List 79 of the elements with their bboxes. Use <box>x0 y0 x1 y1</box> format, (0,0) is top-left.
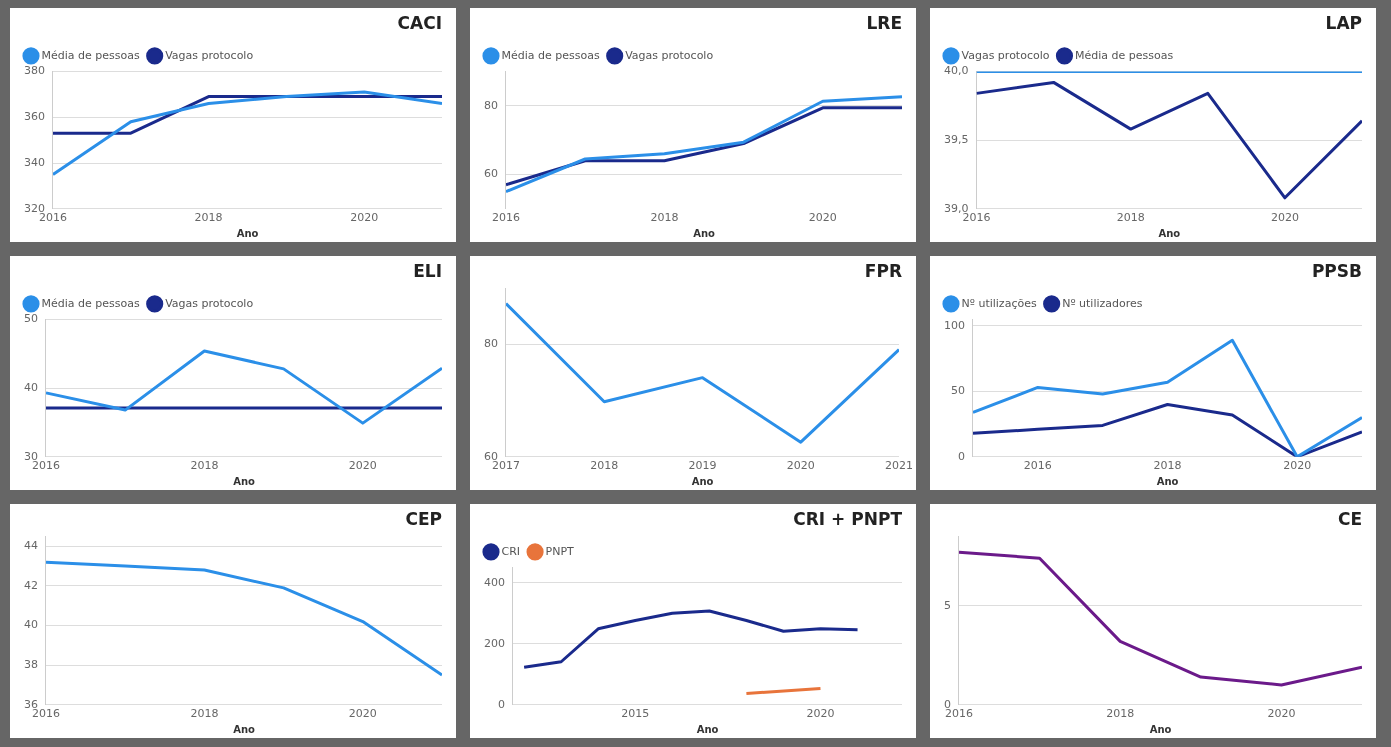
y-tick-label: 80 <box>484 337 498 351</box>
x-tick-label: 2020 <box>1270 211 1299 225</box>
y-tick-label: 40,0 <box>943 64 969 78</box>
x-axis-title: Ano <box>691 475 714 487</box>
x-axis-title: Ano <box>1149 723 1172 735</box>
x-tick-label: 2020 <box>806 707 835 721</box>
x-axis-title: Ano <box>693 227 715 239</box>
x-tick-label: 2016 <box>492 211 520 225</box>
legend-label: Nº utilizadores <box>1062 296 1143 310</box>
chart-title: CRI + PNPT <box>793 508 903 529</box>
y-tick-label: 0 <box>958 449 965 463</box>
x-tick-label: 2016 <box>945 707 973 721</box>
chart-title: FPR <box>864 260 902 281</box>
y-tick-label: 44 <box>24 539 38 553</box>
y-tick-label: 39,5 <box>943 132 969 146</box>
legend-label: Média de pessoas <box>1074 48 1174 62</box>
x-tick-label: 2020 <box>786 459 815 473</box>
y-tick-label: 200 <box>484 636 505 650</box>
x-tick-label: 2016 <box>1023 459 1052 473</box>
x-tick-label: 2020 <box>350 211 379 225</box>
x-tick-label: 2018 <box>190 707 219 721</box>
chart-title: PPSB <box>1311 260 1362 281</box>
chart-title: CACI <box>397 12 442 33</box>
y-tick-label: 42 <box>24 578 38 592</box>
x-tick-label: 2018 <box>1106 707 1135 721</box>
x-axis-title: Ano <box>1158 227 1181 239</box>
y-tick-label: 60 <box>484 167 498 181</box>
x-tick-label: 2020 <box>1283 459 1312 473</box>
y-tick-label: 380 <box>24 64 45 78</box>
y-tick-label: 340 <box>24 155 45 169</box>
x-tick-label: 2020 <box>348 707 377 721</box>
x-tick-label: 2017 <box>492 459 520 473</box>
x-tick-label: 2016 <box>32 707 60 721</box>
chart-title: CEP <box>405 508 442 529</box>
x-tick-label: 2018 <box>190 459 219 473</box>
y-tick-label: 100 <box>944 318 965 332</box>
chart-title: LRE <box>866 12 902 33</box>
x-tick-label: 2018 <box>1153 459 1182 473</box>
x-tick-label: 2015 <box>621 707 650 721</box>
y-tick-label: 40 <box>24 618 38 632</box>
y-tick-label: 400 <box>484 575 505 589</box>
legend-label: PNPT <box>545 544 575 558</box>
x-tick-label: 2019 <box>688 459 717 473</box>
y-tick-label: 80 <box>484 98 498 112</box>
y-tick-label: 50 <box>951 384 965 398</box>
x-tick-label: 2020 <box>1267 707 1296 721</box>
y-tick-label: 0 <box>498 697 505 711</box>
y-tick-label: 50 <box>24 312 38 326</box>
x-tick-label: 2018 <box>194 211 223 225</box>
chart-title: CE <box>1337 508 1362 529</box>
legend-label: Nº utilizações <box>961 296 1037 310</box>
chart-title: ELI <box>413 260 442 281</box>
legend-label: Média de pessoas <box>41 48 140 62</box>
x-tick-label: 2018 <box>650 211 679 225</box>
x-tick-label: 2020 <box>348 459 377 473</box>
legend-label: Média de pessoas <box>501 48 600 62</box>
x-tick-label: 2018 <box>590 459 619 473</box>
legend-label: Vagas protocolo <box>625 48 714 62</box>
y-tick-label: 360 <box>24 110 45 124</box>
y-tick-label: 5 <box>944 598 951 612</box>
x-tick-label: 2021 <box>885 459 913 473</box>
x-axis-title: Ano <box>696 723 719 735</box>
x-tick-label: 2016 <box>32 459 60 473</box>
y-tick-label: 40 <box>24 380 38 394</box>
x-axis-title: Ano <box>236 227 259 239</box>
x-tick-label: 2016 <box>962 211 991 225</box>
legend-label: CRI <box>501 544 521 558</box>
legend-label: Média de pessoas <box>41 296 140 310</box>
x-tick-label: 2016 <box>39 211 67 225</box>
legend-label: Vagas protocolo <box>165 296 254 310</box>
chart-title: LAP <box>1325 12 1362 33</box>
x-tick-label: 2018 <box>1116 211 1145 225</box>
x-axis-title: Ano <box>233 723 255 735</box>
x-axis-title: Ano <box>1156 475 1179 487</box>
x-tick-label: 2020 <box>808 211 837 225</box>
y-tick-label: 38 <box>24 658 38 672</box>
x-axis-title: Ano <box>233 475 255 487</box>
legend-label: Vagas protocolo <box>165 48 254 62</box>
legend-label: Vagas protocolo <box>961 48 1050 62</box>
